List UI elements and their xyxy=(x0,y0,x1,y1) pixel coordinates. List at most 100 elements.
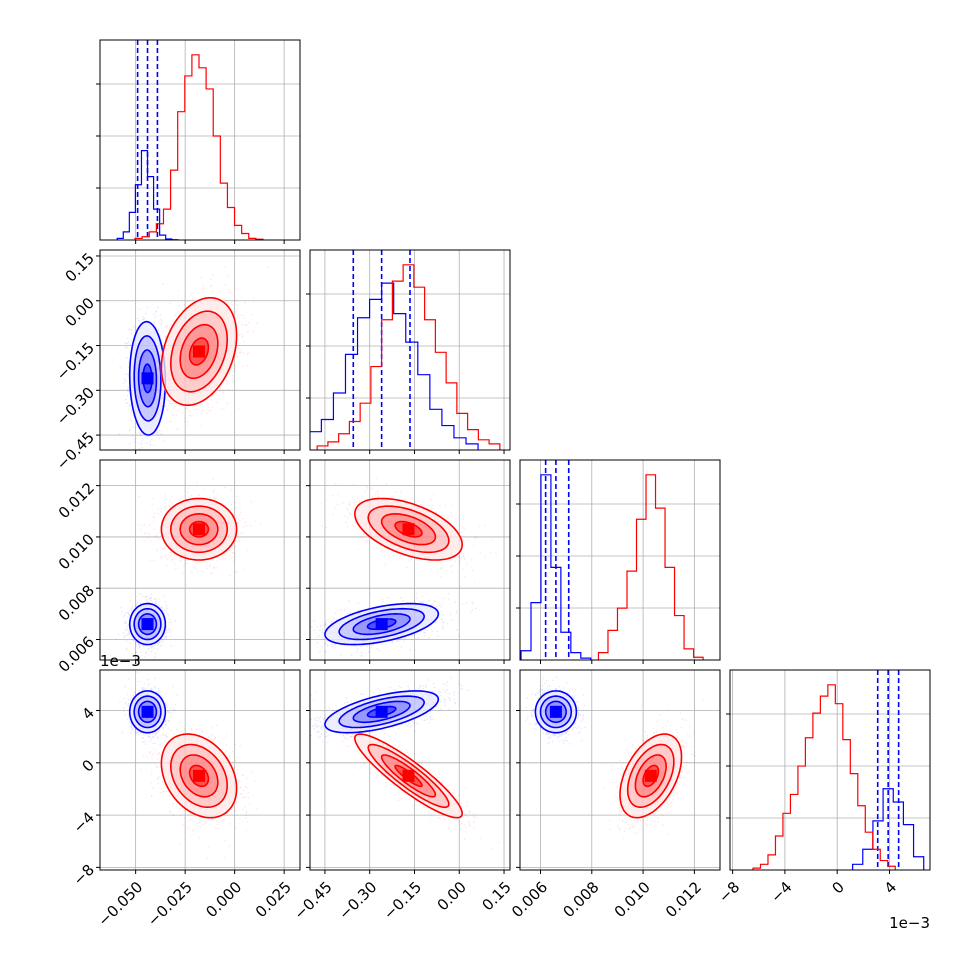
x-tick-label: 0.012 xyxy=(662,878,705,921)
panel-frame xyxy=(309,669,511,871)
y-tick-label: 0.006 xyxy=(55,633,98,676)
contour-red xyxy=(179,754,219,798)
scatter-points-red xyxy=(321,477,497,587)
contour-red xyxy=(353,497,464,561)
density-peak xyxy=(193,769,206,782)
y-tick-label: −0.45 xyxy=(53,428,98,473)
contour-red xyxy=(188,764,210,788)
contour-blue xyxy=(137,700,158,724)
density-peak xyxy=(141,705,154,718)
histogram-red-0 xyxy=(134,54,264,240)
histogram-red-3 xyxy=(752,684,896,870)
scatter-panel-2-0 xyxy=(96,459,301,664)
x-tick-label: 4 xyxy=(881,878,900,897)
x-tick-label: 0.000 xyxy=(202,878,245,921)
density-peak xyxy=(402,769,415,782)
contour-red xyxy=(367,505,450,554)
y-tick-label: 4 xyxy=(79,704,98,723)
contour-blue xyxy=(128,690,167,734)
y-offset-label: 1e−3 xyxy=(100,652,141,670)
contour-blue xyxy=(133,607,162,641)
contour-red xyxy=(188,337,210,366)
panel-frame xyxy=(99,459,301,661)
x-tick-label: −0.15 xyxy=(380,878,425,923)
density-peak xyxy=(644,769,657,782)
panel-frame xyxy=(99,249,301,451)
x-tick-label: −0.050 xyxy=(94,878,146,930)
x-tick-label: 0.008 xyxy=(559,878,602,921)
contour-blue xyxy=(366,618,397,630)
contour-blue xyxy=(133,335,162,422)
contour-red xyxy=(160,497,238,561)
density-peak xyxy=(141,618,154,631)
contour-blue xyxy=(324,602,440,646)
scatter-panel-1-0 xyxy=(96,249,301,454)
contour-red xyxy=(353,733,464,819)
contour-red xyxy=(160,297,238,406)
density-peak xyxy=(193,345,206,358)
contour-red xyxy=(626,743,675,808)
y-tick-label: −0.15 xyxy=(53,339,98,384)
panel-frame xyxy=(729,669,931,871)
x-tick-label: −0.025 xyxy=(144,878,196,930)
contour-blue xyxy=(133,695,162,729)
contour-blue xyxy=(352,700,411,724)
y-tick-label: 0.010 xyxy=(55,530,98,573)
contour-blue xyxy=(352,612,411,636)
y-tick-label: 0.012 xyxy=(55,479,98,522)
contour-red xyxy=(394,764,423,788)
panel-frame xyxy=(99,669,301,871)
contour-red xyxy=(160,733,238,819)
x-offset-label: 1e−3 xyxy=(889,914,930,932)
panel-frame xyxy=(519,459,721,661)
scatter-panel-3-0 xyxy=(96,669,301,874)
y-tick-label: 0.00 xyxy=(62,294,98,330)
y-tick-label: 0 xyxy=(79,756,98,775)
contour-blue xyxy=(539,695,573,729)
contour-blue xyxy=(137,612,158,636)
contour-blue xyxy=(338,607,426,641)
x-tick-label: 0.006 xyxy=(508,878,551,921)
contour-red xyxy=(188,520,210,538)
x-tick-label: −8 xyxy=(715,878,743,906)
contour-blue xyxy=(137,349,158,408)
scatter-points-blue xyxy=(111,283,178,450)
y-tick-label: 0.15 xyxy=(62,249,98,285)
scatter-panel-3-2 xyxy=(516,669,721,874)
contour-red xyxy=(380,512,437,546)
y-tick-label: 0.008 xyxy=(55,581,98,624)
contour-red xyxy=(169,505,229,554)
density-peak xyxy=(402,523,415,536)
panel-frame xyxy=(309,459,511,661)
x-tick-label: 0.025 xyxy=(252,878,295,921)
density-peak xyxy=(141,372,154,385)
panel-frame xyxy=(519,669,721,871)
contour-red xyxy=(179,323,219,380)
panel-frame xyxy=(309,249,511,451)
contour-red xyxy=(169,310,229,393)
scatter-points-red xyxy=(138,478,262,585)
contour-red xyxy=(394,520,423,538)
contour-red xyxy=(619,733,683,819)
contour-red xyxy=(169,743,229,808)
y-tick-label: −4 xyxy=(70,808,98,836)
contour-red xyxy=(380,754,437,798)
panel-frame xyxy=(99,39,301,241)
density-peak xyxy=(375,618,388,631)
x-tick-label: −4 xyxy=(767,878,795,906)
hist-panel-1 xyxy=(306,249,511,454)
x-tick-label: 0.010 xyxy=(611,878,654,921)
hist-panel-3 xyxy=(726,669,931,874)
scatter-panel-2-1 xyxy=(306,459,511,664)
x-tick-label: −0.45 xyxy=(290,878,335,923)
scatter-panel-3-1 xyxy=(306,669,511,874)
contour-blue xyxy=(534,690,578,734)
hist-panel-0 xyxy=(96,39,301,244)
histogram-blue-3 xyxy=(852,788,925,870)
x-tick-label: 0 xyxy=(828,878,847,897)
contour-blue xyxy=(128,320,167,436)
hist-panel-2 xyxy=(516,459,721,664)
contour-blue xyxy=(366,705,397,718)
contour-blue xyxy=(544,700,568,724)
